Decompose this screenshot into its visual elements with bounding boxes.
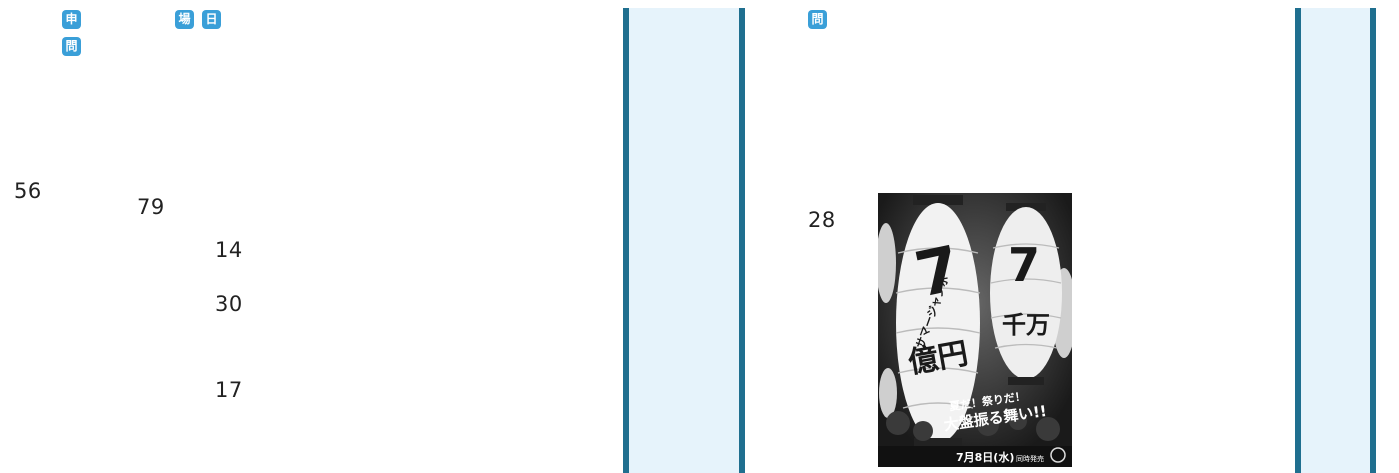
side-panel-center	[623, 8, 745, 473]
right-lantern	[990, 203, 1062, 385]
number-14: 14	[215, 238, 243, 262]
number-79: 79	[137, 195, 165, 219]
side-panel-right	[1295, 8, 1376, 473]
right-lantern-big-seven: 7	[1008, 238, 1040, 292]
crowd	[886, 411, 1060, 441]
left-lantern	[895, 195, 981, 448]
lottery-logo-icon	[1050, 447, 1066, 463]
number-17: 17	[215, 378, 243, 402]
number-30: 30	[215, 292, 243, 316]
number-56: 56	[14, 179, 42, 203]
release-band	[878, 446, 1072, 467]
release-label: 同時発売	[1016, 454, 1044, 463]
release-date: 7月8日(水)	[956, 450, 1014, 464]
venue-badge: 場	[175, 10, 194, 29]
apply-badge: 申	[62, 10, 81, 29]
number-28: 28	[808, 208, 836, 232]
inquiry-badge-right: 問	[808, 10, 827, 29]
summer-jumbo-poster: 7 サマージャンボ 億円 7 千万 夏だ！祭りだ！ 大盤振る舞い!! 7月8日(…	[878, 193, 1072, 467]
right-lantern-amount: 千万	[1002, 311, 1050, 339]
inquiry-badge: 問	[62, 37, 81, 56]
datetime-badge: 日	[202, 10, 221, 29]
